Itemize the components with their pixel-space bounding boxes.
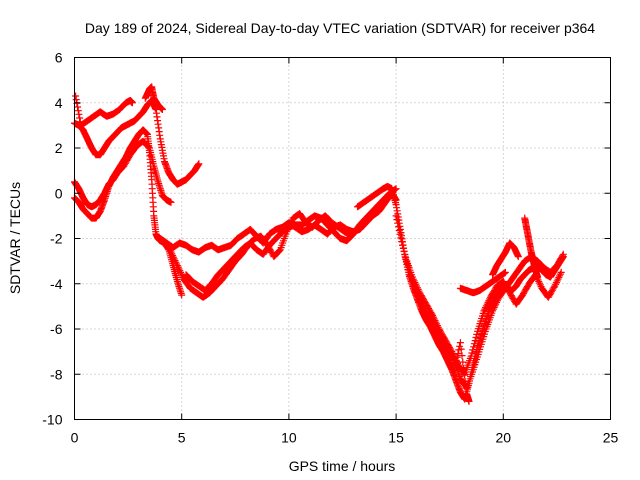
x-tick-labels: 0 5 10 15 20 25 <box>71 430 619 446</box>
y-tick-label: -4 <box>50 276 63 292</box>
x-tick-label: 10 <box>281 430 297 446</box>
axis-ticks <box>74 57 611 420</box>
y-tick-label: 6 <box>55 50 63 66</box>
chart-title: Day 189 of 2024, Sidereal Day-to-day VTE… <box>85 20 595 36</box>
y-tick-label: -2 <box>50 231 63 247</box>
x-tick-label: 20 <box>496 430 512 446</box>
data-series-markers <box>71 83 567 405</box>
y-tick-label: 4 <box>55 95 63 111</box>
x-tick-label: 0 <box>71 430 79 446</box>
x-tick-label: 25 <box>603 430 619 446</box>
y-axis-label: SDTVAR / TECUs <box>7 182 23 294</box>
y-tick-label: -6 <box>50 321 63 337</box>
x-tick-label: 15 <box>388 430 404 446</box>
data-points <box>71 83 567 405</box>
x-axis-label: GPS time / hours <box>289 458 396 474</box>
x-tick-label: 5 <box>178 430 186 446</box>
y-tick-label: -10 <box>42 412 62 428</box>
y-tick-label: 0 <box>55 185 63 201</box>
y-tick-label: -8 <box>50 366 63 382</box>
y-tick-label: 2 <box>55 140 63 156</box>
y-tick-labels: -10 -8 -6 -4 -2 0 2 4 6 <box>42 50 62 428</box>
